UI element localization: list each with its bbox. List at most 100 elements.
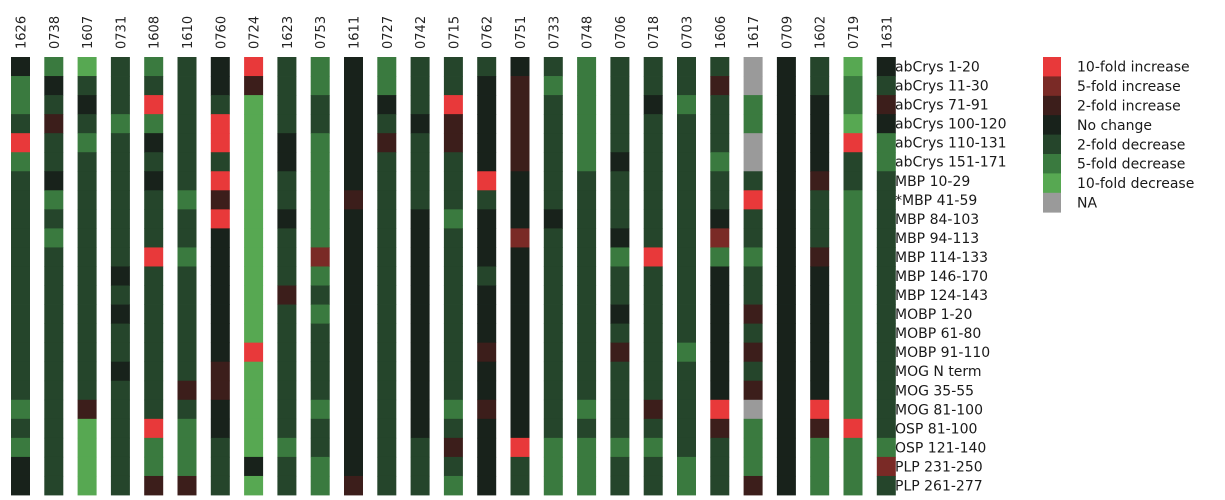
heatmap-cell [11, 437, 30, 458]
heatmap-cell [344, 475, 363, 496]
heatmap-cell [610, 418, 630, 439]
heatmap-cell [11, 285, 30, 305]
heatmap-cell [810, 171, 830, 191]
heatmap-cell [843, 475, 863, 496]
heatmap-cell [876, 285, 896, 305]
heatmap-cell [11, 190, 30, 210]
heatmap-cell [477, 133, 497, 153]
legend-swatch [1043, 192, 1061, 213]
heatmap-cell [776, 266, 796, 286]
heatmap-cell [244, 304, 264, 325]
heatmap-cell [344, 342, 363, 363]
heatmap-cell [44, 361, 64, 382]
heatmap-cell [843, 57, 863, 77]
heatmap-cell [543, 133, 563, 153]
heatmap-cell [443, 418, 463, 439]
heatmap-cell [77, 285, 97, 305]
heatmap-cell [477, 323, 497, 344]
heatmap-cell [77, 209, 97, 229]
heatmap-cell [177, 437, 197, 458]
heatmap-cell [310, 152, 330, 172]
heatmap-cell [244, 380, 264, 401]
heatmap-cell [77, 171, 97, 191]
row-label: abCrys 71-91 [895, 98, 989, 114]
heatmap-cell [843, 190, 863, 210]
heatmap-cell [244, 95, 264, 115]
heatmap-cell [876, 247, 896, 267]
heatmap-cell [543, 342, 563, 363]
heatmap-cell [577, 152, 597, 172]
heatmap-cell [377, 285, 397, 305]
heatmap-cell [344, 361, 363, 382]
heatmap-cell [44, 456, 64, 477]
heatmap-cell [577, 114, 597, 134]
heatmap-cell [410, 114, 430, 134]
heatmap-cell [177, 190, 197, 210]
heatmap-cell [710, 247, 730, 267]
heatmap-cell [277, 152, 297, 172]
heatmap-cell [44, 152, 64, 172]
heatmap-cell [610, 133, 630, 153]
legend-swatch [1043, 95, 1061, 116]
heatmap-cell [510, 323, 530, 344]
heatmap-cell [577, 399, 597, 420]
heatmap-cell [843, 133, 863, 153]
heatmap-cell [810, 152, 830, 172]
column-label-1608: 1608 [148, 16, 163, 49]
heatmap-cell [210, 133, 230, 153]
heatmap-cell [677, 323, 696, 344]
heatmap-cell [776, 380, 796, 401]
heatmap-cell [876, 95, 896, 115]
heatmap-cell [277, 95, 297, 115]
heatmap-cell [410, 133, 430, 153]
heatmap-cell [577, 323, 597, 344]
heatmap-cell [244, 228, 264, 248]
heatmap-cell [44, 475, 64, 496]
heatmap-cell [110, 380, 130, 401]
heatmap-cell [344, 304, 363, 325]
heatmap-cell [144, 76, 164, 96]
heatmap-cell [177, 475, 197, 496]
heatmap-cell [677, 342, 696, 363]
heatmap-cell [477, 114, 497, 134]
heatmap-cell [110, 171, 130, 191]
heatmap-cell [510, 76, 530, 96]
heatmap-cell [810, 114, 830, 134]
heatmap-cell [110, 361, 130, 382]
heatmap-cell [876, 209, 896, 229]
heatmap-cell [377, 418, 397, 439]
heatmap-cell [377, 133, 397, 153]
heatmap-cell [44, 95, 64, 115]
heatmap-cell [810, 475, 830, 496]
heatmap-cell [210, 304, 230, 325]
heatmap-cell [876, 190, 896, 210]
heatmap-cell [876, 475, 896, 496]
heatmap-cell [344, 399, 363, 420]
heatmap-cell [410, 95, 430, 115]
heatmap-cell [443, 437, 463, 458]
heatmap-cell [377, 437, 397, 458]
heatmap-cell [843, 247, 863, 267]
heatmap-cell [11, 361, 30, 382]
heatmap-cell [843, 456, 863, 477]
heatmap-cell [610, 152, 630, 172]
heatmap-cell [443, 456, 463, 477]
heatmap-cell [44, 399, 64, 420]
heatmap-cell [77, 361, 97, 382]
heatmap-cell [810, 380, 830, 401]
heatmap-cell [477, 152, 497, 172]
column-label-1611: 1611 [348, 16, 363, 49]
heatmap-cell [577, 304, 597, 325]
heatmap-cell [776, 399, 796, 420]
heatmap-cell [610, 171, 630, 191]
heatmap-cell [11, 114, 30, 134]
heatmap-cell [11, 95, 30, 115]
heatmap-cell [710, 190, 730, 210]
heatmap-cell [577, 361, 597, 382]
row-labels: abCrys 1-20 abCrys 11-30 abCrys 71-91 abCry… [895, 60, 1007, 495]
row-label: PLP 261-277 [895, 478, 983, 494]
heatmap-cell [477, 418, 497, 439]
heatmap-cell [110, 437, 130, 458]
heatmap-cell [44, 171, 64, 191]
heatmap-cell [610, 456, 630, 477]
